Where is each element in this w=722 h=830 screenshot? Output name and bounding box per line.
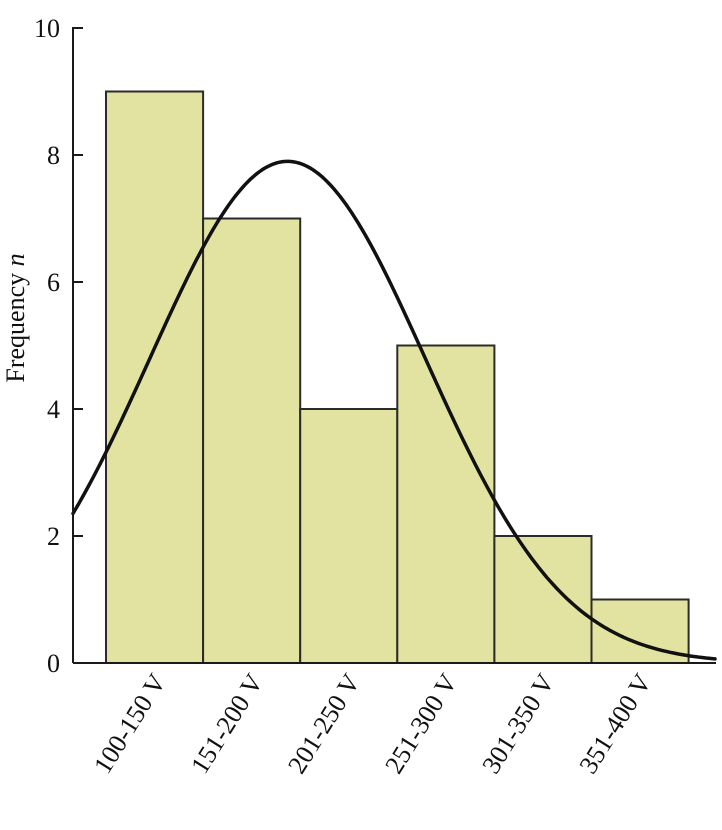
bars-group	[105, 90, 690, 664]
bar-151-200v	[202, 217, 302, 664]
y-tick-label-2: 2	[47, 522, 60, 551]
x-tick-label-301-350v: 301-350 V	[476, 669, 560, 779]
y-ticks-group: 0 2 4 6 8 10	[34, 14, 83, 678]
y-axis-title-variable: n	[1, 253, 30, 266]
x-tick-label-251-300v: 251-300 V	[379, 669, 463, 779]
y-tick-label-10: 10	[34, 14, 60, 43]
bar-251-300v	[396, 344, 496, 664]
normal-fit-curve	[71, 159, 717, 661]
bar-201-250v	[299, 408, 399, 664]
y-tick-label-8: 8	[47, 141, 60, 170]
x-tick-label-151-200v: 151-200 V	[185, 669, 269, 779]
y-tick-label-0: 0	[47, 649, 60, 678]
x-tick-label-201-250v: 201-250 V	[282, 669, 366, 779]
bar-351-400v	[590, 598, 690, 664]
x-tick-label-100-150v: 100-150 V	[88, 669, 172, 779]
bar-301-350v	[493, 535, 593, 664]
x-tick-label-351-400v: 351-400 V	[573, 669, 657, 779]
y-tick-label-6: 6	[47, 268, 60, 297]
y-axis-title: Frequency n	[1, 253, 30, 382]
y-tick-label-4: 4	[47, 395, 60, 424]
x-labels-group: 100-150 V 151-200 V 201-250 V 251-300 V 301-…	[88, 669, 657, 779]
y-axis-title-text: Frequency	[1, 273, 30, 383]
bar-100-150v	[105, 90, 205, 664]
